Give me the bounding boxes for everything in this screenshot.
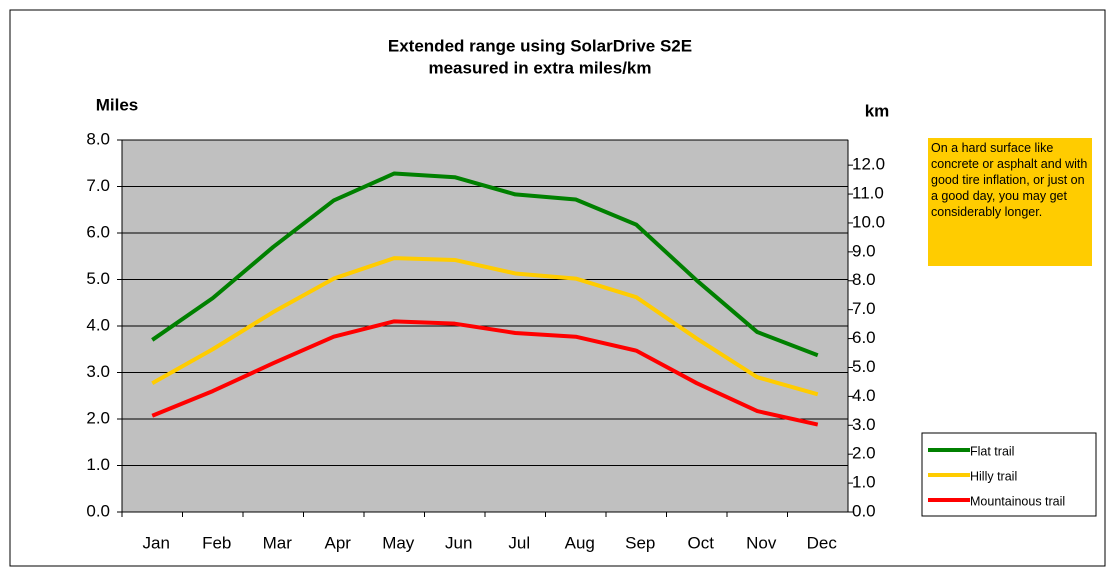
y2-tick-label: 6.0: [852, 328, 876, 347]
y2-tick-label: 0.0: [852, 501, 876, 520]
y2-axis-label: km: [865, 101, 890, 120]
y2-tick-label: 11.0: [852, 184, 884, 203]
y-tick-label: 7.0: [86, 176, 110, 195]
chart-subtitle: measured in extra miles/km: [428, 58, 651, 77]
y2-tick-label: 12.0: [852, 155, 885, 174]
y-tick-label: 2.0: [86, 408, 110, 427]
x-tick-label: Oct: [688, 533, 715, 552]
y-axis-label: Miles: [96, 95, 139, 114]
series-line: [151, 171, 819, 358]
series-line: [151, 256, 819, 397]
y-tick-label: 4.0: [86, 315, 110, 334]
y-tick-label: 8.0: [86, 129, 110, 148]
x-tick-label: Mar: [263, 533, 293, 552]
chart-title: Extended range using SolarDrive S2E: [388, 36, 692, 55]
x-tick-label: Apr: [325, 533, 352, 552]
y2-tick-label: 2.0: [852, 444, 876, 463]
x-tick-label: Aug: [565, 533, 595, 552]
series-line: [151, 319, 819, 427]
legend-label: Flat trail: [970, 444, 1014, 458]
y-tick-label: 1.0: [86, 455, 110, 474]
y-tick-label: 6.0: [86, 222, 110, 241]
y2-tick-label: 10.0: [852, 212, 885, 231]
y2-tick-label: 7.0: [852, 299, 876, 318]
y2-tick-label: 8.0: [852, 270, 876, 289]
y-tick-label: 5.0: [86, 269, 110, 288]
x-tick-label: Feb: [202, 533, 231, 552]
annotation: On a hard surface like concrete or aspha…: [928, 138, 1092, 266]
y2-tick-label: 1.0: [852, 473, 876, 492]
y2-tick-label: 3.0: [852, 415, 876, 434]
y-tick-label: 3.0: [86, 362, 110, 381]
x-tick-label: Jul: [508, 533, 530, 552]
legend-label: Mountainous trail: [970, 494, 1065, 508]
y2-tick-label: 9.0: [852, 241, 876, 260]
x-tick-label: Nov: [746, 533, 777, 552]
x-tick-label: Jan: [143, 533, 170, 552]
x-tick-label: Jun: [445, 533, 472, 552]
x-tick-label: Sep: [625, 533, 655, 552]
x-tick-label: May: [382, 533, 415, 552]
y2-tick-label: 5.0: [852, 357, 876, 376]
x-tick-label: Dec: [807, 533, 838, 552]
y-tick-label: 0.0: [86, 501, 110, 520]
y2-tick-label: 4.0: [852, 386, 876, 405]
legend-label: Hilly trail: [970, 469, 1017, 483]
